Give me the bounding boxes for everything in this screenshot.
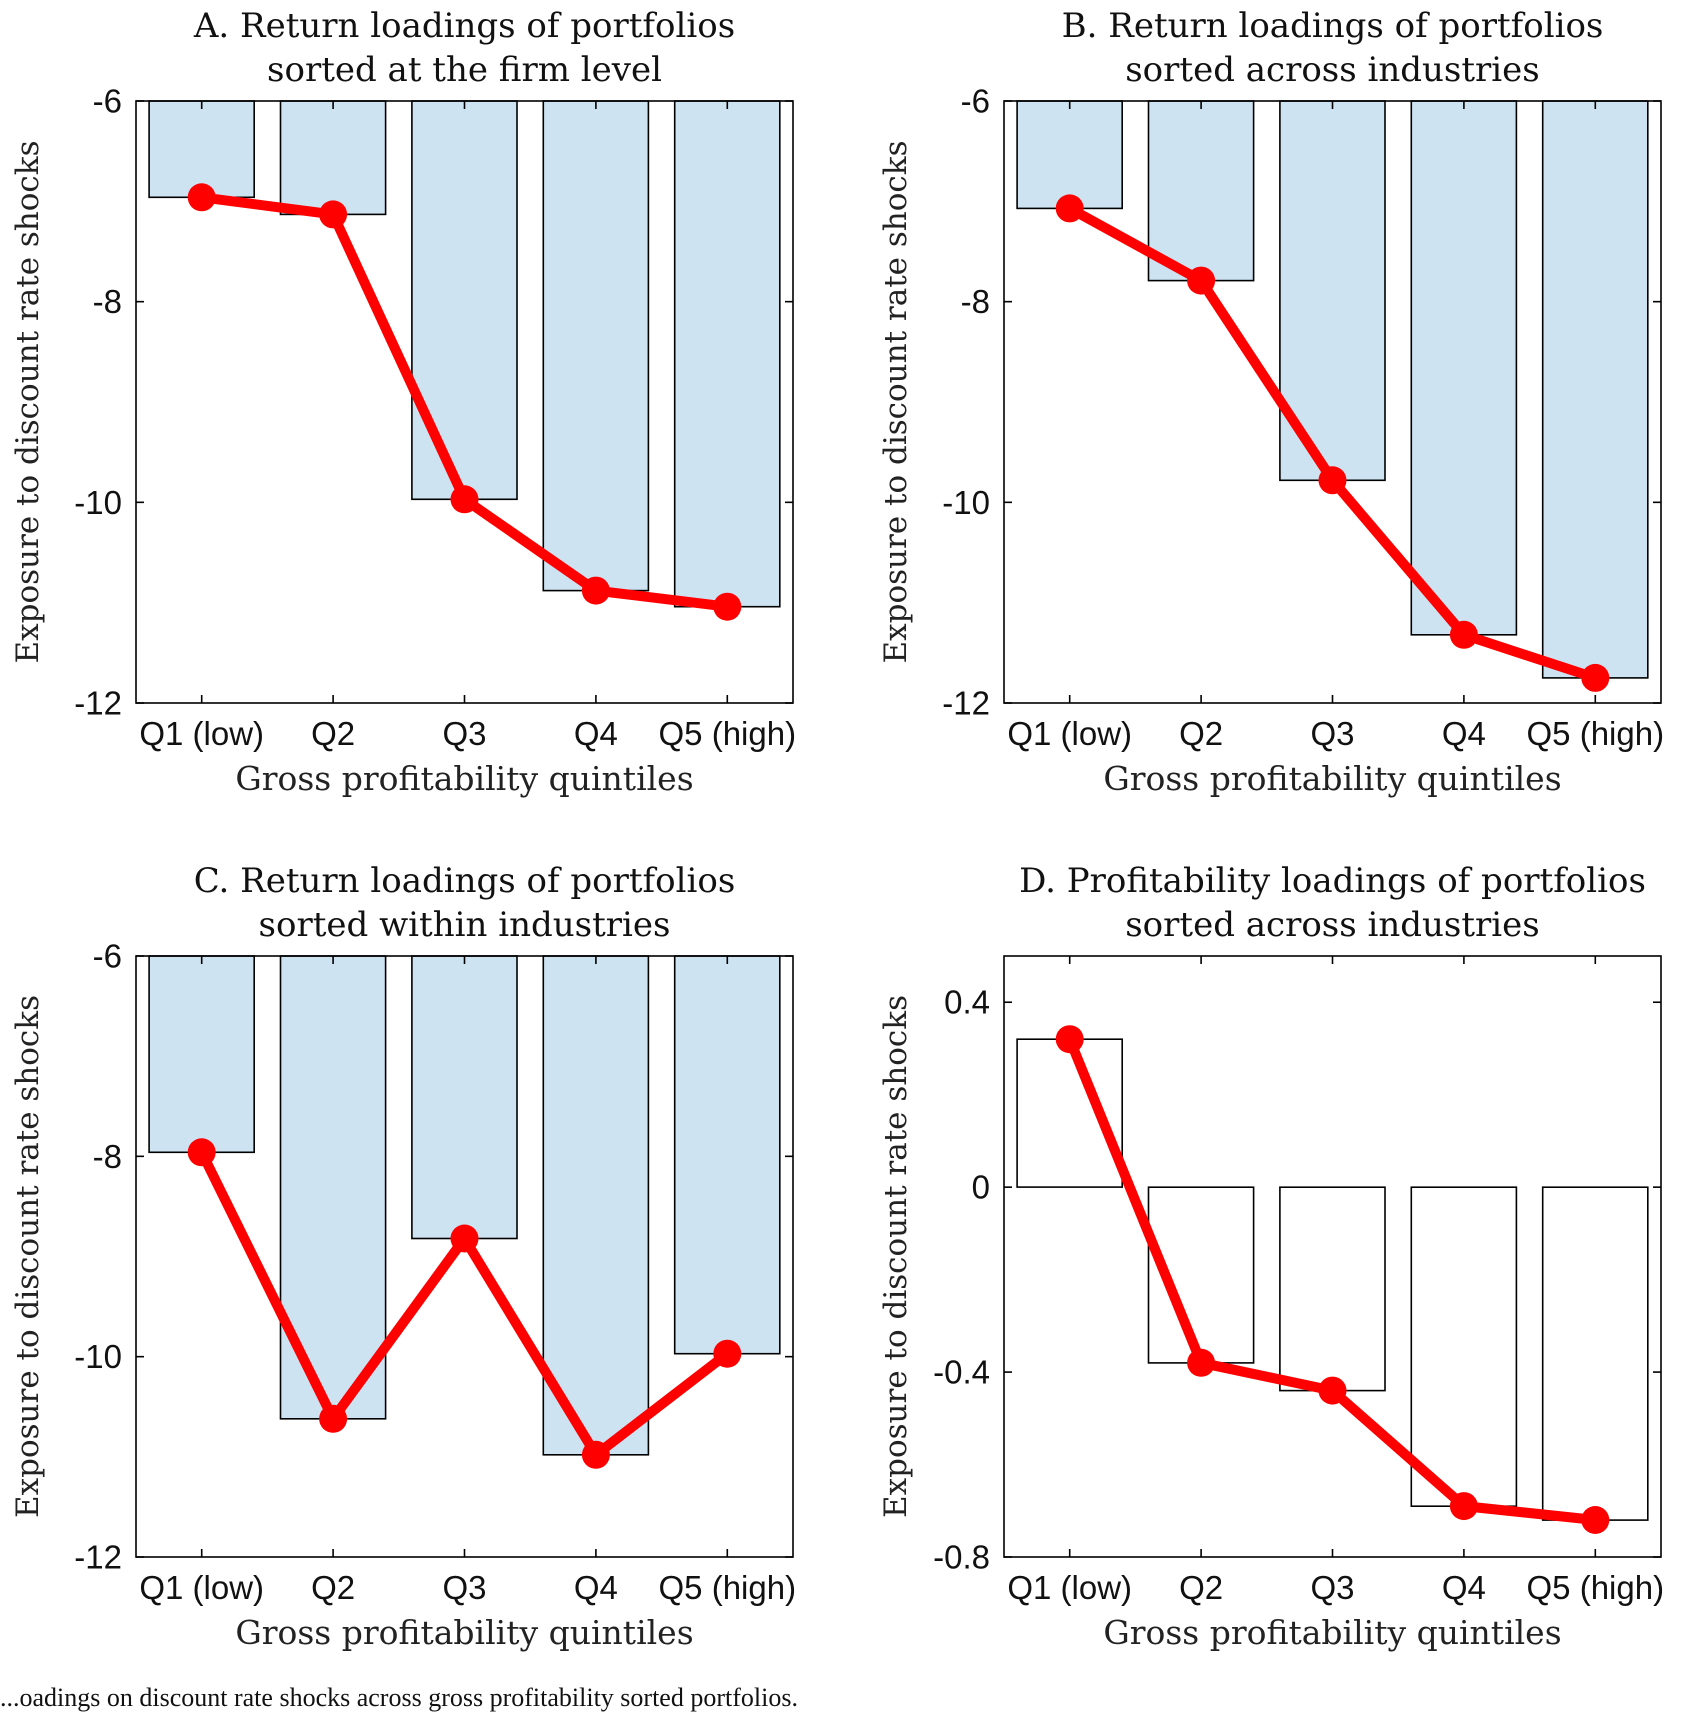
bar-5 — [1541, 100, 1649, 679]
x-tick-label: Q3 — [442, 715, 486, 752]
y-axis-label: Exposure to discount rate shocks — [878, 995, 914, 1518]
data-point-2 — [1187, 266, 1216, 295]
data-point-4 — [1449, 620, 1478, 649]
panel-c: -6 -8 -10 -12 Q1 (low) Q2 Q3 Q4 Q5 (high) C. Retu… — [10, 861, 796, 1652]
y-tick-label: -0.4 — [933, 1354, 990, 1391]
data-point-1 — [1055, 1025, 1084, 1054]
y-tick-label: -12 — [942, 685, 990, 722]
y-axis-label: Exposure to discount rate shocks — [10, 141, 46, 664]
panel-a: -6 -8 -10 -12 Q1 (low) Q2 Q3 Q4 Q5 (high) A. Retu… — [10, 6, 796, 798]
x-tick-label: Q4 — [574, 1569, 618, 1606]
data-point-2 — [319, 200, 348, 229]
data-point-4 — [581, 576, 610, 605]
x-tick-label: Q5 (high) — [1527, 1569, 1665, 1606]
y-axis-label: Exposure to discount rate shocks — [878, 141, 914, 664]
bar-1 — [1016, 100, 1123, 210]
y-tick-label: -6 — [961, 83, 990, 120]
x-tick-label: Q2 — [1179, 715, 1223, 752]
y-tick-label: -8 — [93, 283, 122, 320]
y-tick-label: -6 — [93, 83, 122, 120]
panel-b: -6 -8 -10 -12 Q1 (low) Q2 Q3 Q4 Q5 (high) B. Retu… — [878, 6, 1664, 798]
x-axis-label: Gross profitability quintiles — [1103, 759, 1561, 798]
data-point-1 — [187, 183, 216, 212]
x-tick-label: Q3 — [1310, 1569, 1354, 1606]
panel-d: 0.4 0 -0.4 -0.8 Q1 (low) Q2 Q3 Q4 Q5 (high) D. Pr… — [878, 861, 1664, 1652]
bar-4 — [1410, 1186, 1518, 1507]
x-tick-label: Q3 — [442, 1569, 486, 1606]
data-point-5 — [1581, 1506, 1610, 1534]
data-point-1 — [187, 1138, 216, 1167]
y-tick-label: 0 — [972, 1169, 990, 1206]
x-tick-label: Q2 — [311, 715, 355, 752]
bar-5 — [673, 955, 781, 1355]
y-tick-label: 0.4 — [944, 984, 990, 1021]
x-tick-label: Q4 — [1442, 715, 1486, 752]
x-tick-label: Q1 (low) — [1007, 1569, 1132, 1606]
y-tick-label: -0.8 — [933, 1539, 990, 1576]
x-tick-label: Q5 (high) — [1527, 715, 1665, 752]
x-tick-label: Q1 (low) — [139, 1569, 264, 1606]
bar-3 — [1279, 1186, 1386, 1392]
data-point-3 — [1318, 466, 1347, 495]
x-tick-label: Q2 — [1179, 1569, 1223, 1606]
x-axis-label: Gross profitability quintiles — [235, 1613, 693, 1652]
y-tick-label: -8 — [93, 1138, 122, 1175]
bar-2 — [1147, 100, 1255, 282]
bar-3 — [411, 100, 518, 501]
bar-4 — [542, 955, 650, 1456]
x-tick-label: Q4 — [574, 715, 618, 752]
y-tick-label: -12 — [74, 685, 122, 722]
x-tick-label: Q1 (low) — [1007, 715, 1132, 752]
panel-title-line-2: sorted at the firm level — [267, 50, 662, 90]
bar-5 — [673, 100, 781, 608]
y-tick-label: -10 — [942, 484, 990, 521]
bar-1 — [148, 955, 256, 1154]
y-tick-label: -12 — [74, 1539, 122, 1576]
y-tick-label: -10 — [74, 484, 122, 521]
bar-1 — [148, 100, 256, 199]
panel-title-line-1: D. Profitability loadings of portfolios — [1019, 861, 1646, 901]
data-point-5 — [713, 1339, 742, 1368]
data-point-1 — [1055, 194, 1084, 223]
panel-title-line-1: B. Return loadings of portfolios — [1062, 6, 1604, 46]
data-point-3 — [1318, 1376, 1347, 1405]
figure-caption: ...oadings on discount rate shocks acros… — [0, 1683, 798, 1712]
x-tick-label: Q3 — [1310, 715, 1354, 752]
x-tick-label: Q4 — [1442, 1569, 1486, 1606]
bar-3 — [411, 955, 518, 1240]
data-point-3 — [450, 1224, 479, 1253]
x-tick-label: Q1 (low) — [139, 715, 264, 752]
data-point-3 — [450, 485, 479, 514]
bar-4 — [1410, 100, 1518, 636]
data-point-4 — [581, 1440, 610, 1469]
panel-title-line-1: A. Return loadings of portfolios — [193, 6, 735, 46]
data-point-5 — [713, 592, 742, 621]
panel-title-line-1: C. Return loadings of portfolios — [194, 861, 736, 901]
panel-title-line-2: sorted across industries — [1125, 905, 1540, 945]
bar-4 — [542, 100, 650, 592]
x-axis-label: Gross profitability quintiles — [1103, 1613, 1561, 1652]
data-point-4 — [1449, 1492, 1478, 1521]
data-point-2 — [1187, 1348, 1216, 1377]
panel-title-line-2: sorted across industries — [1125, 50, 1540, 90]
x-tick-label: Q2 — [311, 1569, 355, 1606]
x-tick-label: Q5 (high) — [659, 1569, 797, 1606]
bar-1 — [1016, 1038, 1123, 1188]
y-axis-label: Exposure to discount rate shocks — [10, 995, 46, 1518]
bar-5 — [1541, 1186, 1649, 1521]
x-axis-label: Gross profitability quintiles — [235, 759, 693, 798]
x-tick-label: Q5 (high) — [659, 715, 797, 752]
bar-2 — [279, 100, 387, 216]
data-point-5 — [1581, 663, 1610, 692]
y-tick-label: -6 — [93, 938, 122, 975]
data-point-2 — [319, 1404, 348, 1433]
y-tick-label: -8 — [961, 283, 990, 320]
panel-title-line-2: sorted within industries — [259, 905, 671, 945]
y-tick-label: -10 — [74, 1338, 122, 1375]
